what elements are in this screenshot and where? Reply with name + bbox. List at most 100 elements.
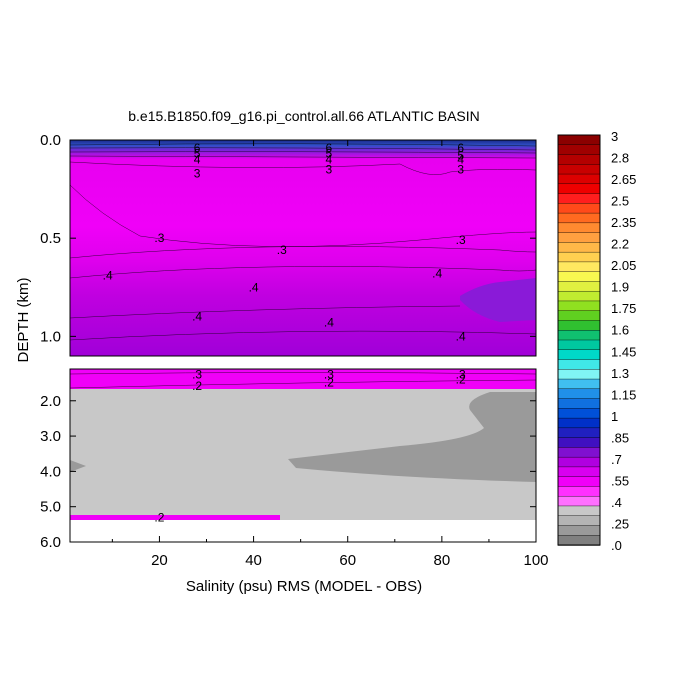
colorbar-swatch bbox=[557, 437, 601, 449]
colorbar-swatch bbox=[557, 173, 601, 185]
colorbar-swatch bbox=[557, 261, 601, 273]
colorbar-swatch bbox=[557, 164, 601, 175]
x-tick-label: 100 bbox=[523, 552, 548, 569]
contour-label: 6 bbox=[457, 141, 464, 155]
contour-label: .2 bbox=[154, 510, 164, 524]
colorbar-swatch bbox=[557, 378, 601, 390]
colorbar-swatch bbox=[557, 388, 601, 400]
contour-label: 3 bbox=[194, 166, 201, 180]
contour-label: .4 bbox=[432, 267, 442, 281]
colorbar-swatch bbox=[557, 320, 601, 331]
contour-label: 6 bbox=[194, 141, 201, 155]
contour-label: 4 bbox=[326, 153, 333, 167]
colorbar-swatch bbox=[557, 144, 601, 156]
y-tick-label: 3.0 bbox=[40, 428, 61, 445]
colorbar-label: 1.15 bbox=[611, 387, 636, 402]
lower-panel-frame bbox=[69, 368, 537, 543]
contour-label: 5 bbox=[194, 147, 201, 161]
contour-label: .2 bbox=[456, 373, 466, 387]
contour-label: 5 bbox=[457, 149, 464, 163]
colorbar-swatch bbox=[557, 535, 601, 546]
colorbar-label: 3 bbox=[611, 129, 618, 144]
colorbar-swatch bbox=[557, 242, 601, 253]
contour-label: 4 bbox=[457, 153, 464, 167]
contour-label: .4 bbox=[192, 310, 202, 324]
contour-label: 3 bbox=[326, 162, 333, 176]
lower-panel-fill-magenta bbox=[70, 369, 536, 392]
contour-label: .2 bbox=[324, 375, 334, 389]
colorbar-swatch bbox=[557, 203, 601, 214]
colorbar-swatch bbox=[557, 427, 601, 439]
contour-label: .3 bbox=[324, 368, 334, 382]
y-tick-label: 0.5 bbox=[40, 230, 61, 247]
y-tick-label: 0.0 bbox=[40, 132, 61, 149]
colorbar: 3 2.8 2.65 2.5 2.35 2.2 2.05 1.9 1.75 1.6 1.45 1.3 1… bbox=[557, 129, 636, 553]
x-axis: 20 40 60 80 100 bbox=[111, 140, 549, 569]
colorbar-swatch bbox=[557, 232, 601, 244]
contour-label: .4 bbox=[103, 268, 113, 282]
colorbar-swatch bbox=[557, 251, 601, 263]
colorbar-swatch bbox=[557, 281, 601, 292]
colorbar-swatch bbox=[557, 447, 601, 458]
y-axis-upper: 0.0 0.5 1.0 bbox=[40, 132, 536, 345]
contour-labels: 654365436543.3.3.3.4.4.4.4.4.4.3.2.3.2.3… bbox=[103, 141, 466, 524]
colorbar-swatch bbox=[557, 193, 601, 205]
y-tick-label: 2.0 bbox=[40, 393, 61, 410]
colorbar-label: 2.8 bbox=[611, 151, 629, 166]
upper-panel bbox=[69, 139, 537, 357]
colorbar-swatch bbox=[557, 271, 601, 283]
contour-label: 3 bbox=[457, 162, 464, 176]
x-tick-label: 20 bbox=[151, 552, 168, 569]
bottom-magenta-strip bbox=[70, 515, 280, 520]
upper-panel-fill bbox=[70, 140, 536, 356]
y-tick-label: 4.0 bbox=[40, 463, 61, 480]
deep-region-upper bbox=[460, 278, 536, 322]
y-tick-label: 5.0 bbox=[40, 499, 61, 516]
colorbar-swatch bbox=[557, 300, 601, 312]
y-tick-label: 1.0 bbox=[40, 328, 61, 345]
lower-contour-lines bbox=[69, 372, 537, 389]
contour-label: .3 bbox=[456, 233, 466, 247]
colorbar-swatch bbox=[557, 212, 601, 224]
x-tick-label: 60 bbox=[339, 552, 356, 569]
colorbar-swatch bbox=[557, 456, 601, 468]
colorbar-swatch bbox=[557, 505, 601, 517]
colorbar-label: 1.75 bbox=[611, 301, 636, 316]
x-tick-label: 80 bbox=[434, 552, 451, 569]
colorbar-swatch bbox=[557, 417, 601, 429]
colorbar-label: .7 bbox=[611, 452, 622, 467]
colorbar-swatch bbox=[557, 466, 601, 478]
colorbar-label: .0 bbox=[611, 538, 622, 553]
colorbar-label: 2.5 bbox=[611, 194, 629, 209]
x-tick-label: 40 bbox=[245, 552, 262, 569]
contour-label: 6 bbox=[326, 141, 333, 155]
colorbar-swatch bbox=[557, 525, 601, 536]
colorbar-label: 1.6 bbox=[611, 323, 629, 338]
contour-label: .3 bbox=[192, 368, 202, 382]
contour-label: .3 bbox=[277, 243, 287, 257]
colorbar-swatch bbox=[557, 349, 601, 361]
colorbar-label: .55 bbox=[611, 473, 629, 488]
colorbar-label: 2.65 bbox=[611, 172, 636, 187]
colorbar-swatch bbox=[557, 408, 601, 419]
contour-label: 5 bbox=[326, 147, 333, 161]
colorbar-label: 1.45 bbox=[611, 344, 636, 359]
colorbar-label: 1.9 bbox=[611, 280, 629, 295]
contour-label: .2 bbox=[192, 379, 202, 393]
colorbar-swatch bbox=[557, 310, 601, 322]
colorbar-label: .4 bbox=[611, 495, 622, 510]
colorbar-swatch bbox=[557, 222, 601, 234]
contour-label: .3 bbox=[154, 231, 164, 245]
colorbar-swatch bbox=[557, 486, 601, 497]
y-axis-label: DEPTH (km) bbox=[15, 278, 32, 363]
colorbar-swatch bbox=[557, 495, 601, 507]
contour-label: .4 bbox=[456, 329, 466, 343]
contour-label: .4 bbox=[249, 280, 259, 294]
contour-label: .4 bbox=[324, 316, 334, 330]
colorbar-label: .25 bbox=[611, 516, 629, 531]
colorbar-label: 2.35 bbox=[611, 215, 636, 230]
colorbar-swatch bbox=[557, 330, 601, 341]
colorbar-swatch bbox=[557, 183, 601, 195]
colorbar-swatch bbox=[557, 369, 601, 380]
